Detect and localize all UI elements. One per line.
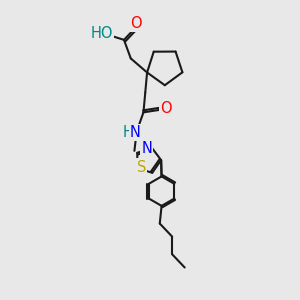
Text: H: H: [123, 125, 134, 140]
Text: S: S: [137, 160, 146, 175]
Text: HO: HO: [91, 26, 113, 41]
Text: O: O: [160, 101, 172, 116]
Text: N: N: [130, 125, 141, 140]
Text: N: N: [141, 141, 152, 156]
Text: O: O: [130, 16, 142, 31]
